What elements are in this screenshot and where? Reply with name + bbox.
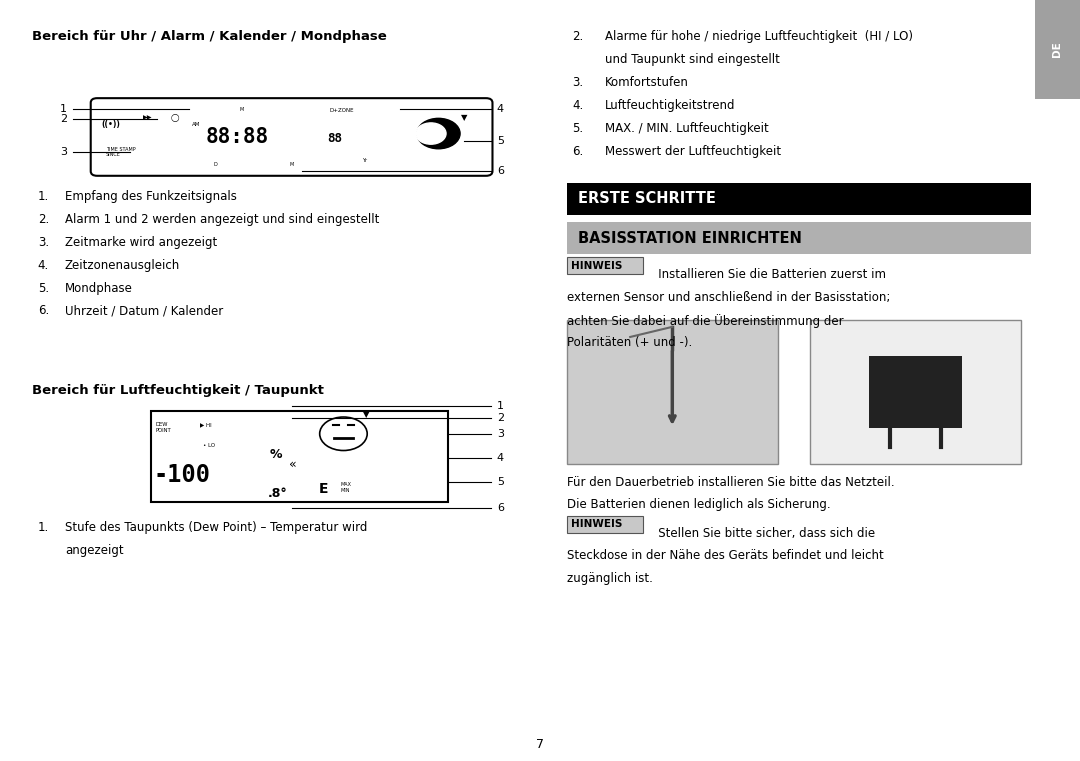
Text: Mondphase: Mondphase: [65, 282, 133, 295]
Text: Alarme für hohe / niedrige Luftfeuchtigkeit  (HI / LO): Alarme für hohe / niedrige Luftfeuchtigk…: [605, 30, 913, 43]
Bar: [810, 320, 1021, 464]
Text: • LO: • LO: [203, 443, 215, 448]
Text: ERSTE SCHRITTE: ERSTE SCHRITTE: [578, 191, 716, 206]
Text: 1.: 1.: [38, 190, 49, 203]
Text: achten Sie dabei auf die Übereinstimmung der: achten Sie dabei auf die Übereinstimmung…: [567, 314, 843, 327]
Text: ▼: ▼: [461, 113, 468, 123]
Bar: [151, 411, 448, 502]
Bar: [567, 320, 778, 464]
Text: 3.: 3.: [38, 236, 49, 249]
Text: M: M: [289, 162, 294, 167]
Text: Für den Dauerbetrieb installieren Sie bitte das Netzteil.: Für den Dauerbetrieb installieren Sie bi…: [567, 476, 894, 489]
Text: ((•)): ((•)): [102, 120, 120, 129]
Text: Installieren Sie die Batterien zuerst im: Installieren Sie die Batterien zuerst im: [647, 268, 886, 281]
Text: 1: 1: [497, 401, 503, 412]
Text: TIME STAMP
SINCE: TIME STAMP SINCE: [106, 147, 135, 158]
FancyBboxPatch shape: [1035, 0, 1080, 99]
Text: .8°: .8°: [268, 486, 287, 500]
Text: 2: 2: [497, 413, 504, 423]
Text: 6.: 6.: [572, 145, 583, 158]
Text: Luftfeuchtigkeitstrend: Luftfeuchtigkeitstrend: [605, 99, 735, 112]
Text: «: «: [289, 457, 297, 470]
Text: Polaritäten (+ und -).: Polaritäten (+ und -).: [567, 336, 692, 349]
Text: Messwert der Luftfeuchtigkeit: Messwert der Luftfeuchtigkeit: [605, 145, 781, 158]
Text: 2.: 2.: [38, 213, 49, 226]
Bar: [567, 183, 1031, 215]
Text: HINWEIS: HINWEIS: [571, 260, 623, 271]
Text: 6: 6: [497, 503, 503, 514]
Text: 5: 5: [497, 477, 503, 487]
Text: DE: DE: [1052, 42, 1063, 57]
Text: 6: 6: [497, 166, 503, 177]
Text: 7: 7: [536, 737, 544, 751]
Text: 4: 4: [497, 454, 504, 463]
Text: 5.: 5.: [38, 282, 49, 295]
Bar: [567, 222, 1031, 254]
Text: ◯: ◯: [171, 113, 179, 123]
Text: 3: 3: [60, 147, 67, 158]
Text: 88:88: 88:88: [205, 127, 268, 147]
FancyBboxPatch shape: [91, 98, 492, 176]
Text: 1: 1: [60, 103, 67, 114]
Text: D: D: [214, 162, 217, 167]
Text: 5: 5: [497, 135, 503, 146]
Text: E: E: [319, 482, 328, 496]
Text: %: %: [270, 448, 283, 461]
Text: Bereich für Luftfeuchtigkeit / Taupunkt: Bereich für Luftfeuchtigkeit / Taupunkt: [32, 384, 324, 397]
Text: -100: -100: [153, 463, 211, 487]
Text: und Taupunkt sind eingestellt: und Taupunkt sind eingestellt: [605, 53, 780, 66]
Text: MAX
MIN: MAX MIN: [340, 482, 351, 493]
Text: Empfang des Funkzeitsignals: Empfang des Funkzeitsignals: [65, 190, 237, 203]
Text: 88: 88: [327, 132, 342, 145]
Text: 5.: 5.: [572, 122, 583, 135]
Bar: [869, 356, 961, 428]
Text: Bereich für Uhr / Alarm / Kalender / Mondphase: Bereich für Uhr / Alarm / Kalender / Mon…: [32, 30, 387, 43]
Text: Uhrzeit / Datum / Kalender: Uhrzeit / Datum / Kalender: [65, 304, 224, 317]
Text: Komfortstufen: Komfortstufen: [605, 76, 689, 89]
Text: 4.: 4.: [38, 259, 49, 272]
Text: Alarm 1 und 2 werden angezeigt und sind eingestellt: Alarm 1 und 2 werden angezeigt und sind …: [65, 213, 379, 226]
Text: 1.: 1.: [38, 521, 49, 534]
Text: BASISSTATION EINRICHTEN: BASISSTATION EINRICHTEN: [578, 231, 801, 246]
Text: Steckdose in der Nähe des Geräts befindet und leicht: Steckdose in der Nähe des Geräts befinde…: [567, 549, 883, 562]
Text: 6.: 6.: [38, 304, 49, 317]
Text: Stufe des Taupunkts (Dew Point) – Temperatur wird: Stufe des Taupunkts (Dew Point) – Temper…: [65, 521, 367, 534]
Text: Zeitzonenausgleich: Zeitzonenausgleich: [65, 259, 180, 272]
Bar: [567, 516, 643, 533]
Text: D+ZONE: D+ZONE: [329, 109, 354, 113]
Text: angezeigt: angezeigt: [65, 544, 123, 557]
Text: 2: 2: [59, 114, 67, 125]
Text: 4: 4: [497, 103, 504, 114]
Text: Stellen Sie bitte sicher, dass sich die: Stellen Sie bitte sicher, dass sich die: [647, 527, 875, 540]
Text: AM: AM: [192, 123, 201, 127]
Text: externen Sensor und anschließend in der Basisstation;: externen Sensor und anschließend in der …: [567, 291, 890, 304]
Text: 4.: 4.: [572, 99, 583, 112]
Text: 3: 3: [497, 428, 503, 439]
Text: 3.: 3.: [572, 76, 583, 89]
Text: ▶ HI: ▶ HI: [200, 422, 212, 427]
Text: ▼: ▼: [363, 410, 369, 419]
Bar: [567, 257, 643, 274]
Text: Die Batterien dienen lediglich als Sicherung.: Die Batterien dienen lediglich als Siche…: [567, 498, 831, 511]
Text: MAX. / MIN. Luftfeuchtigkeit: MAX. / MIN. Luftfeuchtigkeit: [605, 122, 769, 135]
Text: Yr: Yr: [362, 158, 367, 164]
Circle shape: [416, 123, 446, 144]
Text: M: M: [240, 107, 244, 112]
Text: Zeitmarke wird angezeigt: Zeitmarke wird angezeigt: [65, 236, 217, 249]
Text: zugänglich ist.: zugänglich ist.: [567, 572, 653, 585]
Text: HINWEIS: HINWEIS: [571, 519, 623, 530]
Text: ▶▶: ▶▶: [143, 116, 152, 120]
Text: 2.: 2.: [572, 30, 583, 43]
Circle shape: [417, 118, 460, 148]
Text: DEW
POINT: DEW POINT: [156, 422, 172, 433]
